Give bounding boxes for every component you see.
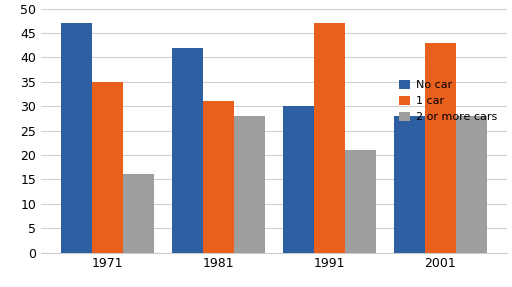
Legend: No car, 1 car, 2 or more cars: No car, 1 car, 2 or more cars — [395, 75, 501, 127]
Bar — [203, 101, 234, 253]
Bar — [123, 174, 154, 253]
Bar — [92, 82, 123, 253]
Bar — [314, 23, 345, 253]
Bar — [425, 43, 456, 253]
Bar — [456, 116, 487, 253]
Bar — [61, 23, 92, 253]
Bar — [234, 116, 265, 253]
Bar — [345, 150, 376, 253]
Bar — [172, 48, 203, 253]
Bar — [394, 116, 425, 253]
Bar — [283, 106, 314, 253]
